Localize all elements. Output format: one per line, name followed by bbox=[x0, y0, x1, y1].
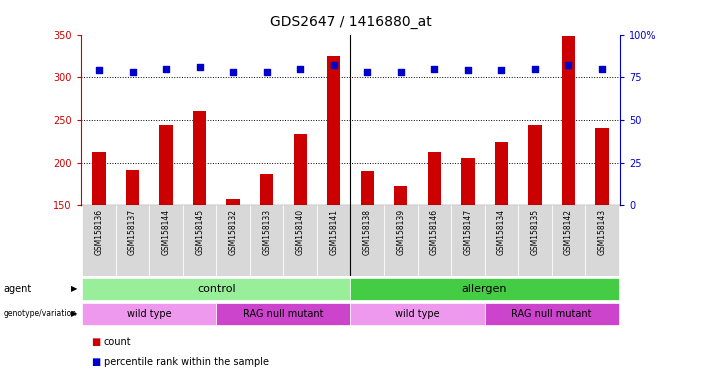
Point bbox=[462, 67, 473, 73]
Text: GSM158147: GSM158147 bbox=[463, 209, 472, 255]
Text: count: count bbox=[104, 337, 131, 347]
Point bbox=[294, 66, 306, 72]
Point bbox=[395, 69, 407, 75]
Text: GSM158134: GSM158134 bbox=[497, 209, 506, 255]
Text: GSM158133: GSM158133 bbox=[262, 209, 271, 255]
Bar bbox=[159, 125, 173, 205]
Bar bbox=[394, 186, 407, 205]
FancyBboxPatch shape bbox=[217, 303, 350, 325]
FancyBboxPatch shape bbox=[451, 205, 484, 276]
Text: percentile rank within the sample: percentile rank within the sample bbox=[104, 357, 268, 367]
Text: allergen: allergen bbox=[462, 284, 508, 294]
Text: GSM158138: GSM158138 bbox=[362, 209, 372, 255]
Text: GSM158139: GSM158139 bbox=[396, 209, 405, 255]
Point bbox=[261, 69, 272, 75]
Bar bbox=[193, 111, 206, 205]
Text: GSM158145: GSM158145 bbox=[195, 209, 204, 255]
Bar bbox=[226, 199, 240, 205]
Text: GSM158132: GSM158132 bbox=[229, 209, 238, 255]
FancyBboxPatch shape bbox=[518, 205, 552, 276]
Point bbox=[597, 66, 608, 72]
Text: ■: ■ bbox=[91, 337, 100, 347]
FancyBboxPatch shape bbox=[350, 303, 484, 325]
Point bbox=[93, 67, 104, 73]
FancyBboxPatch shape bbox=[484, 205, 518, 276]
FancyBboxPatch shape bbox=[350, 278, 619, 300]
Bar bbox=[294, 134, 307, 205]
Text: wild type: wild type bbox=[395, 309, 440, 319]
Text: ▶: ▶ bbox=[71, 310, 77, 318]
FancyBboxPatch shape bbox=[552, 205, 585, 276]
Text: GSM158146: GSM158146 bbox=[430, 209, 439, 255]
FancyBboxPatch shape bbox=[283, 205, 317, 276]
FancyBboxPatch shape bbox=[82, 303, 217, 325]
Text: genotype/variation: genotype/variation bbox=[4, 310, 76, 318]
Bar bbox=[595, 128, 608, 205]
Text: ▶: ▶ bbox=[71, 285, 77, 293]
Text: wild type: wild type bbox=[127, 309, 172, 319]
Text: GSM158140: GSM158140 bbox=[296, 209, 305, 255]
FancyBboxPatch shape bbox=[217, 205, 250, 276]
Bar bbox=[260, 174, 273, 205]
Text: GSM158142: GSM158142 bbox=[564, 209, 573, 255]
Bar bbox=[93, 152, 106, 205]
Text: GSM158135: GSM158135 bbox=[531, 209, 539, 255]
Point bbox=[127, 69, 138, 75]
Bar bbox=[360, 171, 374, 205]
Point bbox=[228, 69, 239, 75]
Bar bbox=[327, 56, 341, 205]
FancyBboxPatch shape bbox=[585, 205, 619, 276]
FancyBboxPatch shape bbox=[350, 205, 384, 276]
FancyBboxPatch shape bbox=[183, 205, 217, 276]
FancyBboxPatch shape bbox=[116, 205, 149, 276]
FancyBboxPatch shape bbox=[250, 205, 283, 276]
Bar bbox=[528, 125, 542, 205]
Text: agent: agent bbox=[4, 284, 32, 294]
Point bbox=[529, 66, 540, 72]
Text: control: control bbox=[197, 284, 236, 294]
Text: GSM158136: GSM158136 bbox=[95, 209, 104, 255]
Point bbox=[429, 66, 440, 72]
Text: RAG null mutant: RAG null mutant bbox=[512, 309, 592, 319]
Point bbox=[362, 69, 373, 75]
Point bbox=[194, 64, 205, 70]
Bar bbox=[562, 36, 575, 205]
FancyBboxPatch shape bbox=[149, 205, 183, 276]
Text: ■: ■ bbox=[91, 357, 100, 367]
Bar bbox=[461, 159, 475, 205]
Text: GSM158137: GSM158137 bbox=[128, 209, 137, 255]
FancyBboxPatch shape bbox=[484, 303, 619, 325]
Point bbox=[328, 62, 339, 68]
Bar bbox=[495, 142, 508, 205]
FancyBboxPatch shape bbox=[384, 205, 418, 276]
Text: RAG null mutant: RAG null mutant bbox=[243, 309, 324, 319]
Text: GSM158143: GSM158143 bbox=[597, 209, 606, 255]
Text: GDS2647 / 1416880_at: GDS2647 / 1416880_at bbox=[270, 15, 431, 29]
Point bbox=[496, 67, 507, 73]
Bar bbox=[428, 152, 441, 205]
Bar bbox=[126, 170, 139, 205]
Point bbox=[563, 62, 574, 68]
FancyBboxPatch shape bbox=[82, 278, 350, 300]
FancyBboxPatch shape bbox=[418, 205, 451, 276]
Text: GSM158144: GSM158144 bbox=[162, 209, 170, 255]
FancyBboxPatch shape bbox=[82, 205, 116, 276]
Text: GSM158141: GSM158141 bbox=[329, 209, 339, 255]
Point bbox=[161, 66, 172, 72]
FancyBboxPatch shape bbox=[317, 205, 350, 276]
